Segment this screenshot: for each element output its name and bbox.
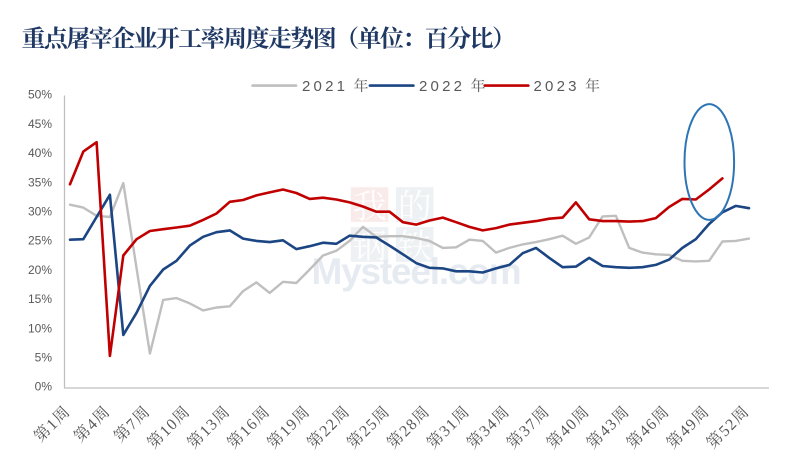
svg-text:40%: 40% (28, 146, 52, 160)
svg-text:15%: 15% (28, 292, 52, 306)
svg-text:2021: 2021 (302, 78, 348, 95)
svg-text:0%: 0% (35, 380, 53, 394)
svg-text:20%: 20% (28, 263, 52, 277)
svg-text:5%: 5% (35, 351, 53, 365)
svg-text:45%: 45% (28, 117, 52, 131)
svg-text:10%: 10% (28, 321, 52, 335)
svg-text:2023: 2023 (534, 78, 580, 95)
svg-text:25%: 25% (28, 234, 52, 248)
svg-text:30%: 30% (28, 205, 52, 219)
svg-text:50%: 50% (28, 88, 52, 102)
svg-text:2022: 2022 (419, 78, 465, 95)
svg-text:35%: 35% (28, 175, 52, 189)
